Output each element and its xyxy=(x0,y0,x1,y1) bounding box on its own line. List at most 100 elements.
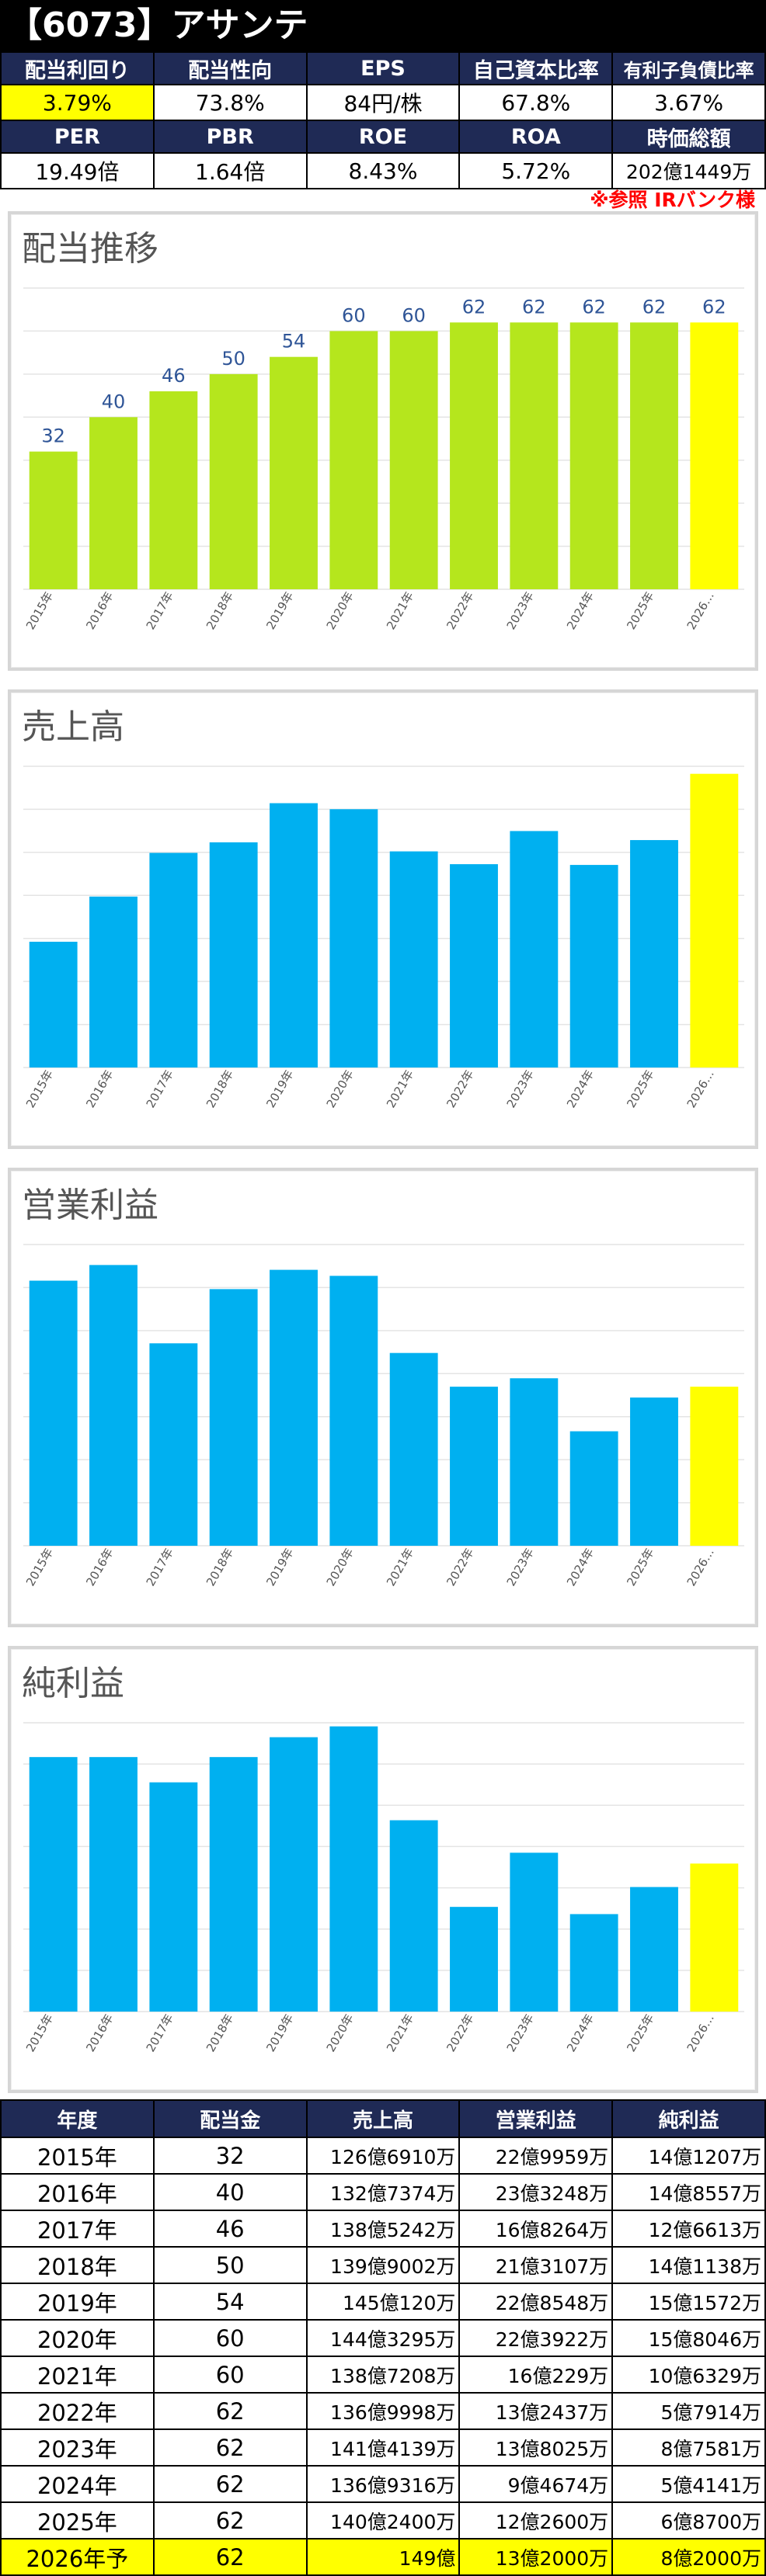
table-cell: 32 xyxy=(152,2137,308,2175)
table-cell: 2020年 xyxy=(0,2319,155,2357)
table-cell: 22億3922万 xyxy=(458,2319,614,2357)
metric-label: 配当性向 xyxy=(152,51,308,85)
bar xyxy=(630,1887,678,2012)
table-cell: 139億9002万 xyxy=(305,2246,461,2284)
table-cell: 2015年 xyxy=(0,2137,155,2175)
metric-value: 3.67% xyxy=(611,84,766,121)
table-cell: 13億8025万 xyxy=(458,2428,614,2467)
tick-label: 2021年 xyxy=(384,1068,416,1110)
metric-value: 73.8% xyxy=(152,84,308,121)
table-cell: 62 xyxy=(152,2428,308,2467)
table-cell: 21億3107万 xyxy=(458,2246,614,2284)
table-row: 2015年 32 126億6910万 22億9959万 14億1207万 xyxy=(0,2137,766,2175)
table-cell: 138億7208万 xyxy=(305,2356,461,2394)
bar xyxy=(149,391,198,589)
dividend-yield-value: 3.79% xyxy=(0,84,155,121)
data-label: 62 xyxy=(522,296,546,318)
table-cell: 22億8548万 xyxy=(458,2283,614,2321)
table-row: 2019年 54 145億120万 22億8548万 15億1572万 xyxy=(0,2283,766,2321)
table-cell: 60 xyxy=(152,2319,308,2357)
table-cell: 126億6910万 xyxy=(305,2137,461,2175)
tick-label: 2024年 xyxy=(564,589,597,632)
metric-value: 5.72% xyxy=(458,152,614,189)
tick-label: 2021年 xyxy=(384,1546,416,1588)
table-row: 2020年 60 144億3295万 22億3922万 15億8046万 xyxy=(0,2319,766,2357)
bar xyxy=(389,1352,438,1546)
operating-profit-chart-svg: 2015年 2016年 2017年 2018年 2019年 2020年 2021年 2022年… xyxy=(23,1244,744,1588)
bar xyxy=(450,322,498,589)
bar xyxy=(29,451,78,589)
bar xyxy=(569,1431,618,1546)
bar xyxy=(29,1280,78,1546)
sales-chart: 売上高 2015年 2016年 2017年 2018年 2019年 2020年 2021年 2… xyxy=(8,689,758,1149)
tick-label: 2025年 xyxy=(624,1068,656,1110)
metric-value: 19.49倍 xyxy=(0,152,155,189)
table-cell: 2021年 xyxy=(0,2356,155,2394)
table-cell: 145億120万 xyxy=(305,2283,461,2321)
table-row: 2017年 46 138億5242万 16億8264万 12億6613万 xyxy=(0,2210,766,2248)
tick-label: 2017年 xyxy=(144,1546,176,1588)
bar xyxy=(89,896,138,1068)
data-label: 60 xyxy=(342,304,366,326)
bar xyxy=(690,1863,739,2012)
table-cell: 62 xyxy=(152,2465,308,2503)
dividend-chart-svg: 32 2015年 40 2016年 46 2017年 50 2018年 54 2019年 60 202… xyxy=(23,287,744,632)
tick-label: 2022年 xyxy=(444,589,476,632)
tick-label: 2025年 xyxy=(624,2012,656,2054)
table-cell: 15億8046万 xyxy=(611,2319,766,2357)
tick-label: 2015年 xyxy=(23,1546,56,1588)
metric-value: 67.8% xyxy=(458,84,614,121)
tick-label: 2018年 xyxy=(204,1546,236,1588)
bar xyxy=(149,852,198,1068)
data-label: 40 xyxy=(102,391,126,412)
tick-label: 2016年 xyxy=(83,589,116,632)
table-cell: 14億1138万 xyxy=(611,2246,766,2284)
bar xyxy=(569,865,618,1068)
page-header: 【6073】アサンテ xyxy=(0,0,766,51)
metric-value: 1.64倍 xyxy=(152,152,308,189)
table-row: 2023年 62 141億4139万 13億8025万 8億7581万 xyxy=(0,2428,766,2467)
tick-label: 2015年 xyxy=(23,2012,56,2054)
table-cell: 140億2400万 xyxy=(305,2501,461,2540)
bar xyxy=(149,1782,198,2012)
bar xyxy=(329,809,378,1068)
tick-label: 2017年 xyxy=(144,589,176,632)
bar xyxy=(510,322,559,589)
tick-label: 2024年 xyxy=(564,1546,597,1588)
tick-label: 2019年 xyxy=(263,1546,296,1588)
tick-label: 2026… xyxy=(684,589,717,632)
tick-label: 2018年 xyxy=(204,589,236,632)
col-header: 売上高 xyxy=(305,2099,461,2138)
table-cell: 40 xyxy=(152,2173,308,2211)
table-cell: 60 xyxy=(152,2356,308,2394)
tick-label: 2022年 xyxy=(444,1068,476,1110)
bar xyxy=(149,1343,198,1546)
bar xyxy=(389,851,438,1068)
metric-value: 8.43% xyxy=(305,152,461,189)
table-cell: 13億2437万 xyxy=(458,2392,614,2430)
tick-label: 2026… xyxy=(684,1546,717,1588)
operating-profit-chart: 営業利益 2015年 2016年 2017年 2018年 2019年 2020年 2021年… xyxy=(8,1168,758,1627)
tick-label: 2022年 xyxy=(444,2012,476,2054)
tick-label: 2018年 xyxy=(204,1068,236,1110)
metric-label: 有利子負債比率 xyxy=(611,51,766,85)
tick-label: 2020年 xyxy=(324,1546,357,1588)
metric-label: ROE xyxy=(305,120,461,154)
table-row: 2022年 62 136億9998万 13億2437万 5億7914万 xyxy=(0,2392,766,2430)
tick-label: 2023年 xyxy=(504,589,537,632)
bar xyxy=(209,1289,258,1546)
data-label: 54 xyxy=(282,331,306,352)
table-cell: 62 xyxy=(152,2538,308,2576)
table-cell: 136億9316万 xyxy=(305,2465,461,2503)
tick-label: 2020年 xyxy=(324,2012,357,2054)
table-cell: 14億1207万 xyxy=(611,2137,766,2175)
bar xyxy=(510,1852,559,2012)
financial-table: 年度 配当金 売上高 営業利益 純利益 2015年 32 126億6910万 22億9… xyxy=(0,2099,766,2576)
bar xyxy=(569,1914,618,2012)
table-cell: 9億4674万 xyxy=(458,2465,614,2503)
bar xyxy=(389,331,438,589)
bar xyxy=(389,1820,438,2012)
table-cell: 22億9959万 xyxy=(458,2137,614,2175)
table-cell: 2017年 xyxy=(0,2210,155,2248)
table-cell: 6億8700万 xyxy=(611,2501,766,2540)
